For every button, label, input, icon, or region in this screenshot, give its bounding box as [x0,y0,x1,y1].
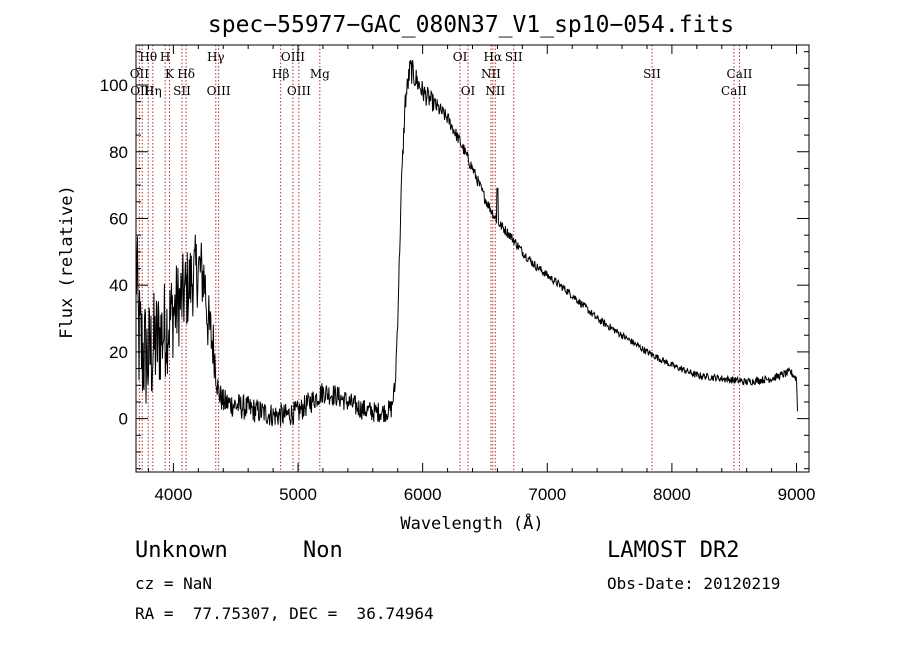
emission-line-label: SII [643,67,661,81]
emission-line-label: OI [453,50,468,64]
spectrum-line [135,59,798,427]
emission-line-label: NII [485,84,505,98]
emission-line-label: Hη [144,84,162,98]
emission-line-label: Hγ [207,50,225,64]
emission-line-label: SII [173,84,191,98]
y-tick-label: 0 [119,410,128,429]
emission-line-label: K [165,67,175,81]
x-tick-label: 4000 [154,485,192,504]
emission-line-label: OIII [207,84,231,98]
emission-line-label: SII [505,50,523,64]
redshift-readout: cz = NaN [135,574,213,593]
y-tick-label: 60 [109,209,128,228]
x-tick-label: 8000 [653,485,691,504]
emission-line-label: H [160,50,170,64]
emission-line-markers [138,45,740,472]
emission-line-label: Mg [310,67,330,81]
y-tick-label: 100 [100,76,128,95]
emission-line-label: OI [461,84,476,98]
y-tick-label: 40 [109,276,128,295]
y-tick-label: 80 [109,143,128,162]
x-axis-ticks: 4000 5000 6000 7000 8000 9000 [147,45,816,504]
x-tick-label: 5000 [279,485,317,504]
emission-line-label: OIII [281,50,305,64]
emission-line-label: Hα [484,50,503,64]
emission-line-label: Hδ [177,67,195,81]
emission-line-label: OIII [287,84,311,98]
y-axis-label: Flux (relative) [57,185,77,339]
object-subclass: Non [303,538,343,563]
object-class: Unknown [135,538,228,563]
emission-line-label: OII [130,67,150,81]
y-tick-label: 20 [109,343,128,362]
x-tick-label: 6000 [404,485,442,504]
emission-line-label: CaII [721,84,747,98]
emission-line-label: CaII [727,67,753,81]
emission-line-label: Hβ [272,67,289,81]
emission-line-label: Hθ [139,50,157,64]
coordinates-readout: RA = 77.75307, DEC = 36.74964 [135,604,434,623]
y-axis-ticks: 0 20 40 60 80 100 [100,51,809,470]
x-axis-label: Wavelength (Å) [400,512,543,534]
survey-name: LAMOST DR2 [607,538,740,563]
emission-line-label: NII [481,67,501,81]
observation-date: Obs-Date: 20120219 [607,574,781,593]
x-tick-label: 9000 [778,485,816,504]
chart-title: spec−55977−GAC_080N37_V1_sp10−054.fits [208,12,734,38]
x-tick-label: 7000 [528,485,566,504]
